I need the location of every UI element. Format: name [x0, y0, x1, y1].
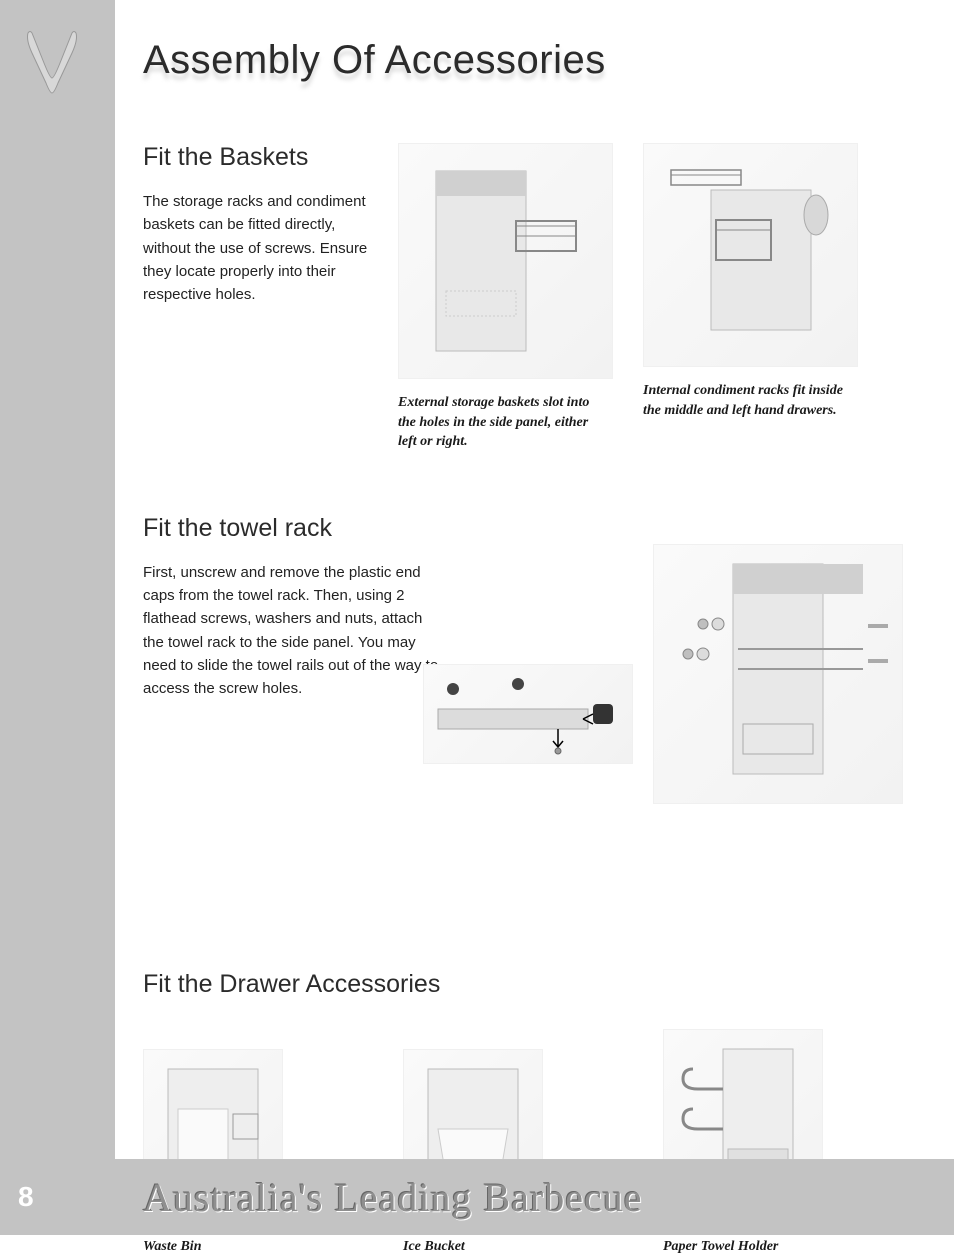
section-towel: Fit the towel rack First, unscrew and re… [143, 514, 923, 701]
brand-logo-icon [22, 28, 82, 98]
figure-towel-side-panel [653, 544, 903, 804]
content-area: Assembly Of Accessories Fit the Baskets … [143, 0, 923, 1255]
baskets-body: The storage racks and condiment baskets … [143, 190, 368, 306]
towel-body: First, unscrew and remove the plastic en… [143, 561, 443, 701]
figure-internal-racks: Internal condiment racks fit inside the … [643, 143, 858, 452]
towel-heading: Fit the towel rack [143, 514, 923, 543]
baskets-heading: Fit the Baskets [143, 143, 368, 172]
figure-image-placeholder [653, 544, 903, 804]
ice-bucket-label: Ice Bucket [403, 1239, 543, 1255]
figure-external-baskets: External storage baskets slot into the h… [398, 143, 613, 452]
figure-image-placeholder [643, 143, 858, 367]
figure-image-placeholder [423, 664, 633, 764]
figure-towel-detail [423, 664, 633, 764]
footer-tagline: Australia's Leading Barbecue [143, 1174, 642, 1221]
page-number: 8 [18, 1181, 34, 1213]
page-title: Assembly Of Accessories [143, 38, 923, 83]
figure2-caption: Internal condiment racks fit inside the … [643, 381, 853, 420]
paper-towel-label: Paper Towel Holder [663, 1239, 823, 1255]
waste-bin-label: Waste Bin [143, 1239, 283, 1255]
left-rail [0, 0, 115, 1235]
figure-image-placeholder [398, 143, 613, 379]
drawer-heading: Fit the Drawer Accessories [143, 970, 923, 999]
section-baskets: Fit the Baskets The storage racks and co… [143, 143, 923, 452]
figure1-caption: External storage baskets slot into the h… [398, 393, 608, 452]
footer-bar: 8 Australia's Leading Barbecue [0, 1159, 954, 1235]
